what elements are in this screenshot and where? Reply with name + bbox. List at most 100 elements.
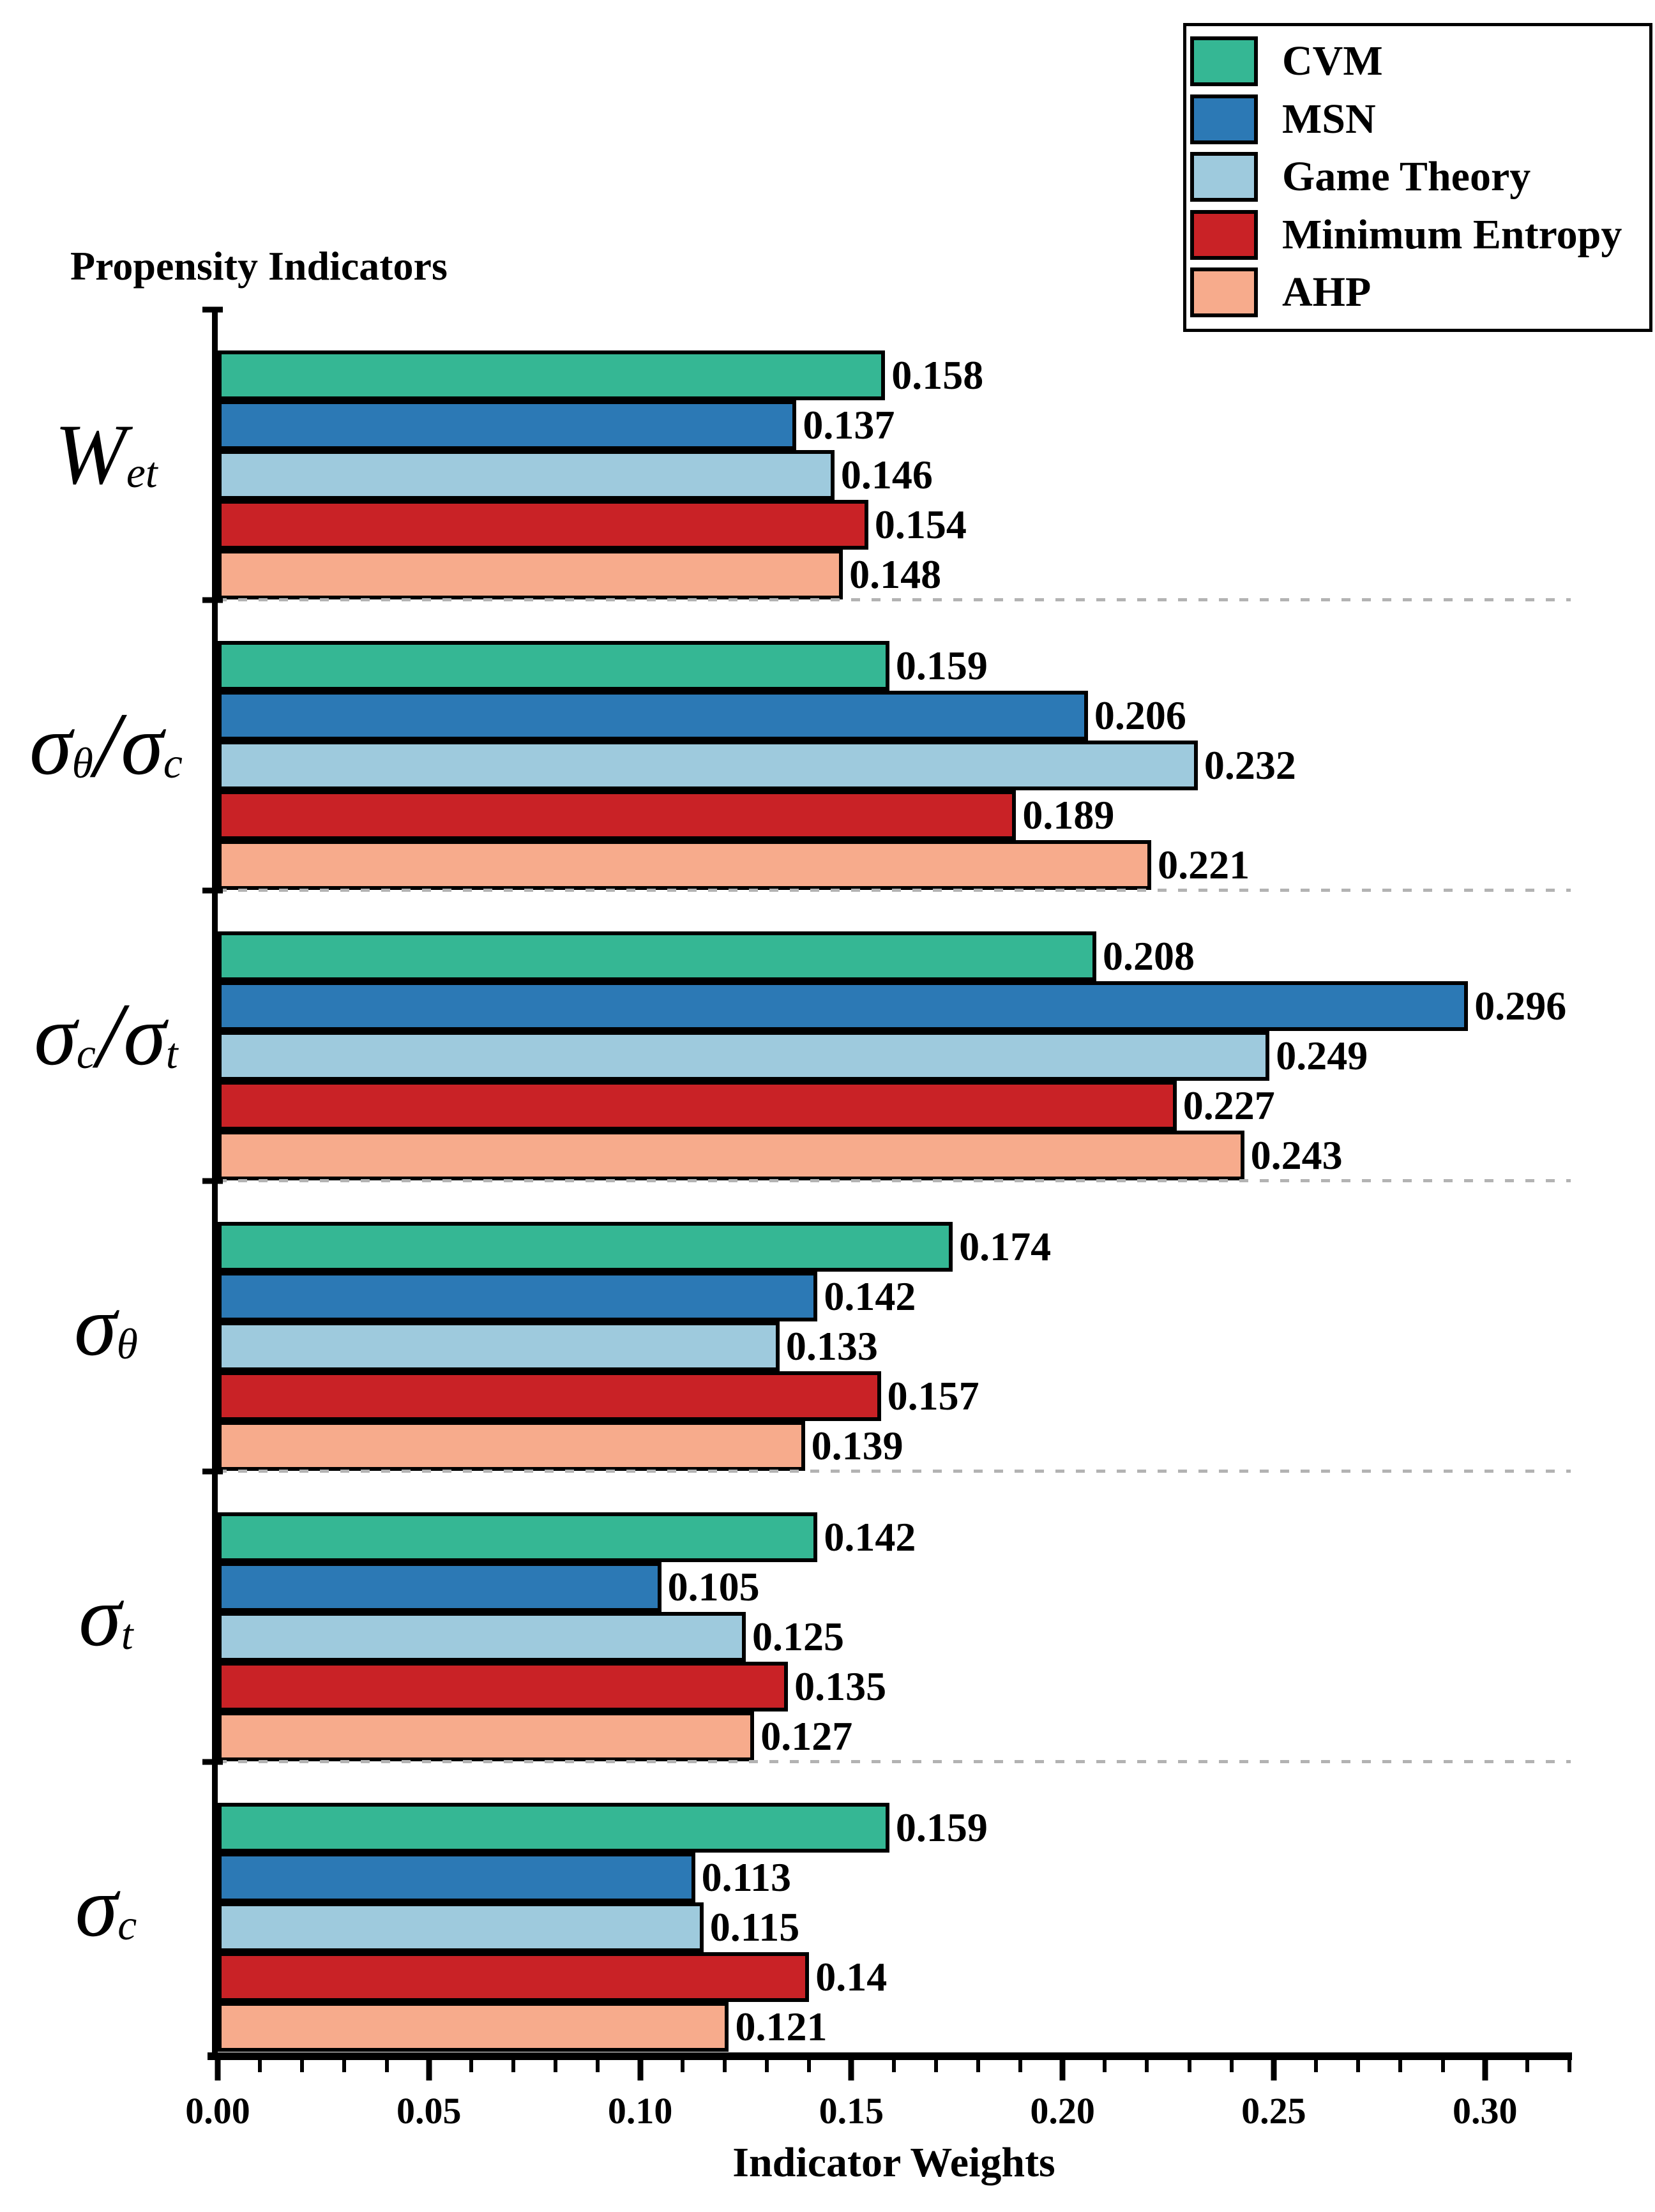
x-axis-tick-major bbox=[426, 2052, 432, 2080]
group-divider bbox=[218, 1760, 1571, 1763]
bar-value-label: 0.142 bbox=[824, 1274, 916, 1319]
legend-label: Game Theory bbox=[1282, 153, 1531, 200]
x-axis-tick-minor bbox=[1398, 2052, 1403, 2072]
x-axis-tick-minor bbox=[1018, 2052, 1022, 2072]
x-axis-tick-major bbox=[215, 2052, 221, 2080]
legend-label: Minimum Entropy bbox=[1282, 211, 1622, 258]
bar-cvm: 0.159 bbox=[218, 1803, 988, 1853]
legend-row: Minimum Entropy bbox=[1190, 206, 1649, 264]
y-axis-tick bbox=[202, 597, 223, 603]
legend-label: MSN bbox=[1282, 95, 1376, 142]
x-axis-tick-major bbox=[848, 2052, 854, 2080]
x-axis-tick-minor bbox=[1356, 2052, 1361, 2072]
bar-value-label: 0.232 bbox=[1204, 742, 1296, 788]
bar-value-label: 0.133 bbox=[785, 1323, 878, 1369]
bar-value-label: 0.125 bbox=[752, 1614, 844, 1659]
x-axis-tick-minor bbox=[765, 2052, 769, 2072]
category-label-text: σ bbox=[123, 988, 166, 1083]
x-axis-tick-minor bbox=[807, 2052, 812, 2072]
x-tick-label: 0.15 bbox=[819, 2090, 884, 2132]
x-axis-tick-minor bbox=[596, 2052, 600, 2072]
x-axis-tick-minor bbox=[511, 2052, 516, 2072]
y-axis-tick bbox=[202, 306, 223, 313]
bar-ahp: 0.148 bbox=[218, 550, 941, 599]
category-group-sigma_c: σ c 0.159 0.113 0.115 0.14 0.121 bbox=[75, 1759, 1571, 2052]
bar-value-label: 0.159 bbox=[895, 1805, 988, 1850]
x-axis-tick-major bbox=[1271, 2052, 1277, 2080]
x-axis-tick-minor bbox=[1187, 2052, 1191, 2072]
x-axis-tick-minor bbox=[680, 2052, 684, 2072]
category-label-subscript: θ bbox=[72, 739, 93, 788]
bar-game-theory: 0.146 bbox=[218, 450, 933, 500]
x-tick-label: 0.20 bbox=[1030, 2090, 1095, 2132]
category-label-subscript: t bbox=[165, 1030, 178, 1078]
x-axis-tick-minor bbox=[1568, 2052, 1571, 2072]
bar-value-label: 0.158 bbox=[891, 352, 984, 398]
category-label-subscript: c bbox=[76, 1030, 96, 1078]
legend-row: MSN bbox=[1190, 91, 1649, 148]
category-group-sigma_c_over_sigma_t: σ c / σ t 0.208 0.296 0.249 0.227 0.243 bbox=[34, 887, 1571, 1181]
bar-value-label: 0.113 bbox=[701, 1855, 792, 1900]
bar-minimum-entropy: 0.227 bbox=[218, 1081, 1275, 1131]
category-label: σ c / σ t bbox=[7, 891, 205, 1181]
legend-label: CVM bbox=[1282, 38, 1383, 84]
bar-minimum-entropy: 0.154 bbox=[218, 500, 967, 550]
legend-row: CVM bbox=[1190, 33, 1649, 90]
group-divider bbox=[218, 1179, 1571, 1182]
x-axis-tick-minor bbox=[1229, 2052, 1234, 2072]
category-label-text: σ bbox=[74, 1279, 117, 1374]
bar-msn: 0.206 bbox=[218, 691, 1186, 741]
bar-cvm: 0.208 bbox=[218, 931, 1195, 981]
bar-cvm: 0.174 bbox=[218, 1222, 1051, 1272]
bar-ahp: 0.121 bbox=[218, 2002, 827, 2052]
category-label-text: σ bbox=[121, 698, 163, 793]
y-axis-tick bbox=[202, 1759, 223, 1765]
bar-value-label: 0.174 bbox=[959, 1224, 1052, 1269]
bar-value-label: 0.249 bbox=[1276, 1033, 1368, 1078]
x-axis-tick-minor bbox=[384, 2052, 389, 2072]
bar-game-theory: 0.249 bbox=[218, 1031, 1368, 1081]
bar-value-label: 0.154 bbox=[874, 502, 967, 547]
bar-value-label: 0.142 bbox=[824, 1514, 916, 1560]
x-axis-tick-minor bbox=[1525, 2052, 1529, 2072]
legend: CVM MSN Game Theory Minimum Entropy AHP bbox=[1183, 23, 1652, 332]
bar-game-theory: 0.232 bbox=[218, 741, 1296, 790]
x-axis-tick-minor bbox=[554, 2052, 558, 2072]
bar-cvm: 0.158 bbox=[218, 350, 983, 400]
category-label-text: W bbox=[54, 407, 126, 502]
category-label-subscript: t bbox=[121, 1611, 133, 1659]
bar-minimum-entropy: 0.135 bbox=[218, 1662, 886, 1712]
bar-game-theory: 0.133 bbox=[218, 1321, 878, 1371]
category-label-subscript: θ bbox=[116, 1320, 138, 1369]
category-label-text: σ bbox=[79, 1569, 121, 1664]
x-tick-label: 0.00 bbox=[185, 2090, 250, 2132]
x-tick-label: 0.10 bbox=[607, 2090, 673, 2132]
bar-minimum-entropy: 0.189 bbox=[218, 790, 1114, 840]
y-axis-tick bbox=[202, 887, 223, 894]
category-group-sigma_theta: σ θ 0.174 0.142 0.133 0.157 0.139 bbox=[74, 1178, 1571, 1471]
bar-value-label: 0.208 bbox=[1103, 933, 1195, 979]
bar-value-label: 0.206 bbox=[1094, 693, 1186, 738]
bar-value-label: 0.115 bbox=[709, 1904, 800, 1950]
legend-row: Game Theory bbox=[1190, 148, 1649, 206]
category-label-text: σ bbox=[75, 1860, 118, 1955]
x-tick-label: 0.25 bbox=[1241, 2090, 1306, 2132]
bar-value-label: 0.227 bbox=[1183, 1083, 1275, 1128]
legend-swatch bbox=[1190, 209, 1258, 260]
x-axis-tick-minor bbox=[1440, 2052, 1445, 2072]
group-divider bbox=[218, 1470, 1571, 1473]
bar-value-label: 0.121 bbox=[735, 2004, 828, 2049]
x-axis-tick-major bbox=[1482, 2052, 1488, 2080]
bar-msn: 0.137 bbox=[218, 400, 895, 450]
bar-value-label: 0.157 bbox=[887, 1373, 979, 1418]
bar-msn: 0.142 bbox=[218, 1272, 916, 1321]
x-axis-tick-minor bbox=[933, 2052, 938, 2072]
category-label-slash: / bbox=[94, 693, 120, 797]
x-axis-tick-minor bbox=[722, 2052, 727, 2072]
bar-msn: 0.296 bbox=[218, 981, 1566, 1031]
